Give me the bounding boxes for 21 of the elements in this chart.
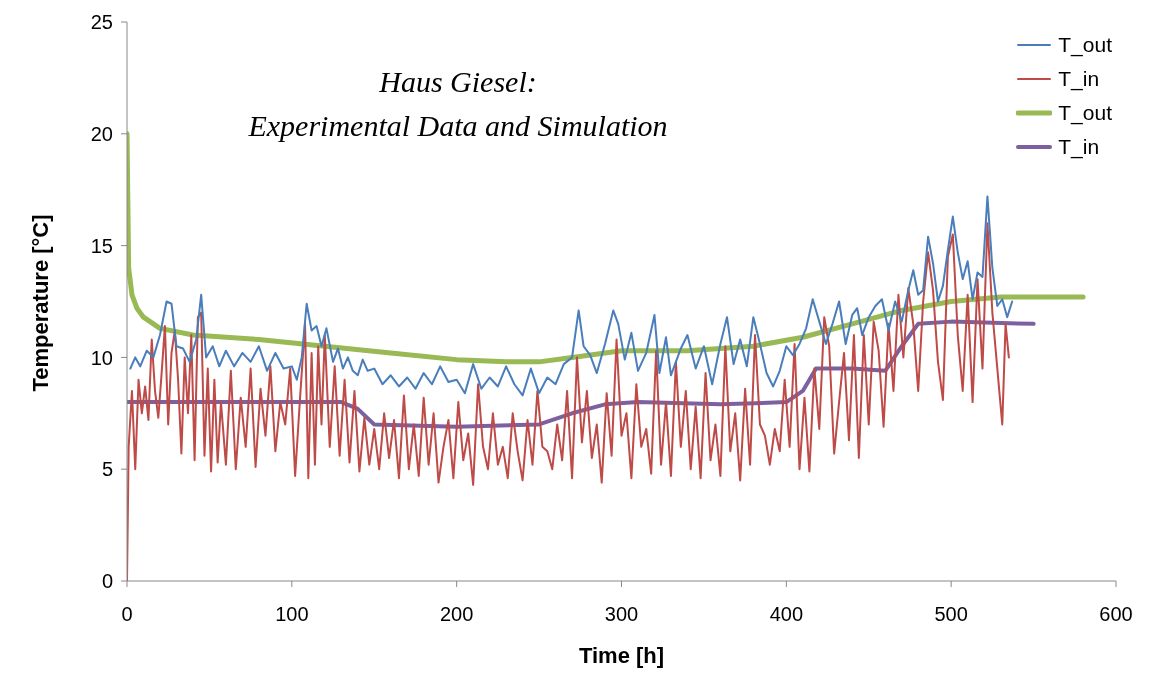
x-tick-label: 0 <box>121 603 133 626</box>
legend-label: T_out <box>1058 100 1112 127</box>
line-series <box>129 195 1014 397</box>
y-tick-label: 25 <box>90 11 113 34</box>
x-tick-label: 600 <box>1099 603 1133 626</box>
legend-label: T_in <box>1058 66 1100 93</box>
x-tick-label: 100 <box>275 603 309 626</box>
legend-label: T_out <box>1058 32 1112 59</box>
y-tick-label: 0 <box>101 570 113 593</box>
y-tick-label: 10 <box>90 346 113 369</box>
x-tick-label: 200 <box>439 603 474 626</box>
legend-label: T_in <box>1058 134 1100 161</box>
y-tick-label: 15 <box>90 234 113 257</box>
x-tick-label: 500 <box>934 603 968 626</box>
y-axis-title: Temperature [°C] <box>27 214 53 392</box>
y-tick-label: 20 <box>90 122 113 145</box>
y-tick-label: 5 <box>101 458 113 481</box>
x-tick-label: 300 <box>604 603 639 626</box>
x-tick-label: 400 <box>769 603 804 626</box>
x-axis-title: Time [h] <box>578 643 665 668</box>
text: Haus Giesel: Experimental Data and Simulation <box>247 64 669 144</box>
